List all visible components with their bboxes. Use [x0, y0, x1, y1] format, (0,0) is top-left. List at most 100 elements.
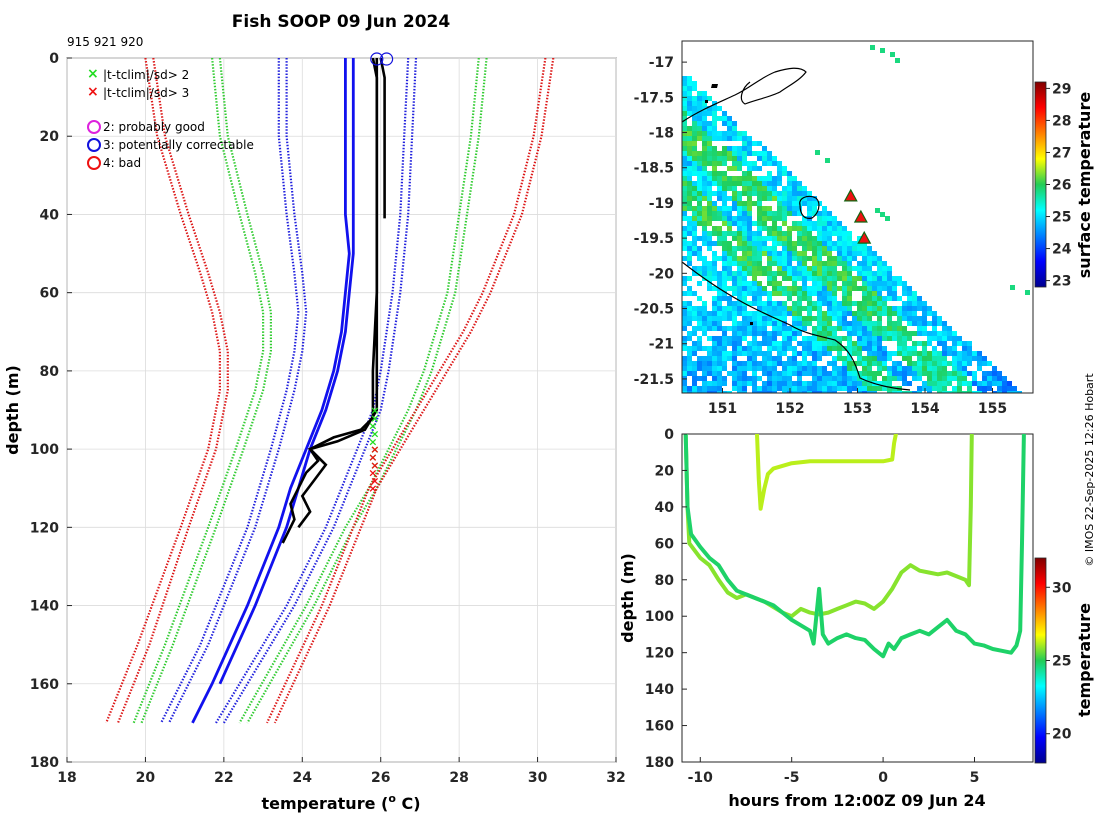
sst-cell [832, 306, 837, 311]
sst-cell [692, 141, 697, 146]
y-tick-label: 60 [655, 536, 675, 552]
sst-cell [702, 166, 707, 171]
sst-cell [692, 351, 697, 356]
sst-cell [717, 186, 722, 191]
sst-cell [857, 391, 862, 393]
sst-cell [712, 271, 717, 276]
sst-cell [802, 341, 807, 346]
sst-cell [872, 376, 877, 381]
sst-cell [717, 326, 722, 331]
sst-cell [807, 381, 812, 386]
sst-cell [712, 161, 717, 166]
sst-cell [797, 311, 802, 316]
sst-cell [967, 371, 972, 376]
sst-cell [782, 351, 787, 356]
sst-cell [732, 311, 737, 316]
sst-cell [757, 386, 762, 391]
sst-cell [792, 371, 797, 376]
sst-cell [852, 366, 857, 371]
profile-flags: ×××××××××××××× [368, 52, 394, 495]
sst-cell [682, 211, 687, 216]
sst-cell [687, 291, 692, 296]
sst-cell [777, 236, 782, 241]
sst-cell [797, 301, 802, 306]
sst-cell [732, 306, 737, 311]
sst-cell [817, 371, 822, 376]
sst-cell [807, 386, 812, 391]
sst-cell [732, 231, 737, 236]
sst-cell [802, 291, 807, 296]
sst-cell [732, 336, 737, 341]
sst-cell [857, 361, 862, 366]
sst-cell [702, 346, 707, 351]
sst-cell [687, 181, 692, 186]
cb-tick-label: 25 [1052, 654, 1071, 670]
sst-cell [697, 221, 702, 226]
sst-cell [707, 186, 712, 191]
sst-cell [732, 281, 737, 286]
sst-cell [817, 326, 822, 331]
sst-cell [742, 311, 747, 316]
sst-cell [987, 361, 992, 366]
sst-cell [687, 91, 692, 96]
sst-cell [772, 386, 777, 391]
sst-cell [862, 266, 867, 271]
sst-cell [882, 261, 887, 266]
sst-cell [777, 206, 782, 211]
sst-cell [747, 181, 752, 186]
sst-cell [832, 231, 837, 236]
sst-cell [847, 261, 852, 266]
sst-cell [717, 216, 722, 221]
sst-cell [742, 256, 747, 261]
sst-cell [682, 201, 687, 206]
sst-cell [732, 271, 737, 276]
sst-cell [807, 236, 812, 241]
legend-item-q3: 3: potentially correctable [87, 138, 254, 152]
sst-cell [942, 331, 947, 336]
sst-cell [727, 241, 732, 246]
sst-cell [972, 351, 977, 356]
sst-cell [722, 161, 727, 166]
sst-cell [792, 386, 797, 391]
sst-cell [722, 246, 727, 251]
sst-cell [767, 296, 772, 301]
sst-cell [767, 346, 772, 351]
sst-cell [702, 111, 707, 116]
sst-cell [742, 346, 747, 351]
y-tick-label: -17.5 [634, 90, 674, 106]
sst-cell [707, 171, 712, 176]
sst-cell [807, 241, 812, 246]
sst-cell [722, 276, 727, 281]
sst-cell [947, 361, 952, 366]
sst-cell [782, 186, 787, 191]
sst-cell [927, 321, 932, 326]
sst-cell [712, 111, 717, 116]
sst-cell [822, 206, 827, 211]
sst-cell [787, 296, 792, 301]
sst-cell [842, 386, 847, 391]
sst-cell [732, 251, 737, 256]
sst-cell [817, 331, 822, 336]
sst-cell [792, 306, 797, 311]
sst-cell [717, 191, 722, 196]
sst-cell [742, 336, 747, 341]
sst-cell [797, 326, 802, 331]
sst-cell [837, 236, 842, 241]
sst-cell [817, 236, 822, 241]
sst-cell [897, 346, 902, 351]
sst-cell [877, 306, 882, 311]
sst-cell [882, 271, 887, 276]
sst-cell [717, 151, 722, 156]
sst-cell [727, 391, 732, 393]
sst-cell [782, 301, 787, 306]
sst-cell [852, 321, 857, 326]
sst-cell [757, 201, 762, 206]
sst-cell [717, 346, 722, 351]
sst-cell [682, 291, 687, 296]
sst-cell [707, 126, 712, 131]
sst-cell [972, 376, 977, 381]
sst-cell [747, 191, 752, 196]
sst-cell [737, 326, 742, 331]
sst-cell [832, 366, 837, 371]
sst-cell [747, 266, 752, 271]
